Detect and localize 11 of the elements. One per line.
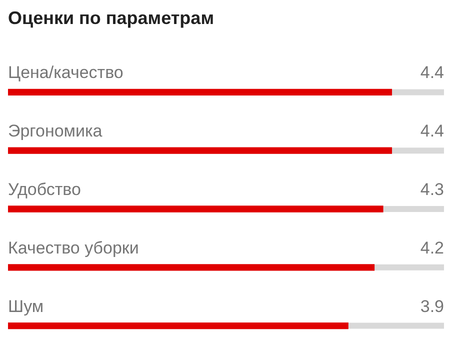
data-label: 4.4 <box>420 63 444 82</box>
data-label: 4.4 <box>420 122 444 141</box>
y-tick-label: Качество уборки <box>8 238 139 258</box>
y-tick-label: Эргономика <box>8 122 103 141</box>
data-label: 4.2 <box>420 238 444 258</box>
data-label: 4.3 <box>420 180 444 199</box>
y-tick-label: Удобство <box>8 180 81 199</box>
y-tick-label: Шум <box>8 296 44 316</box>
y-tick-label: Цена/качество <box>8 63 124 82</box>
data-label: 3.9 <box>420 296 444 316</box>
chart-title: Оценки по параметрам <box>8 8 216 29</box>
